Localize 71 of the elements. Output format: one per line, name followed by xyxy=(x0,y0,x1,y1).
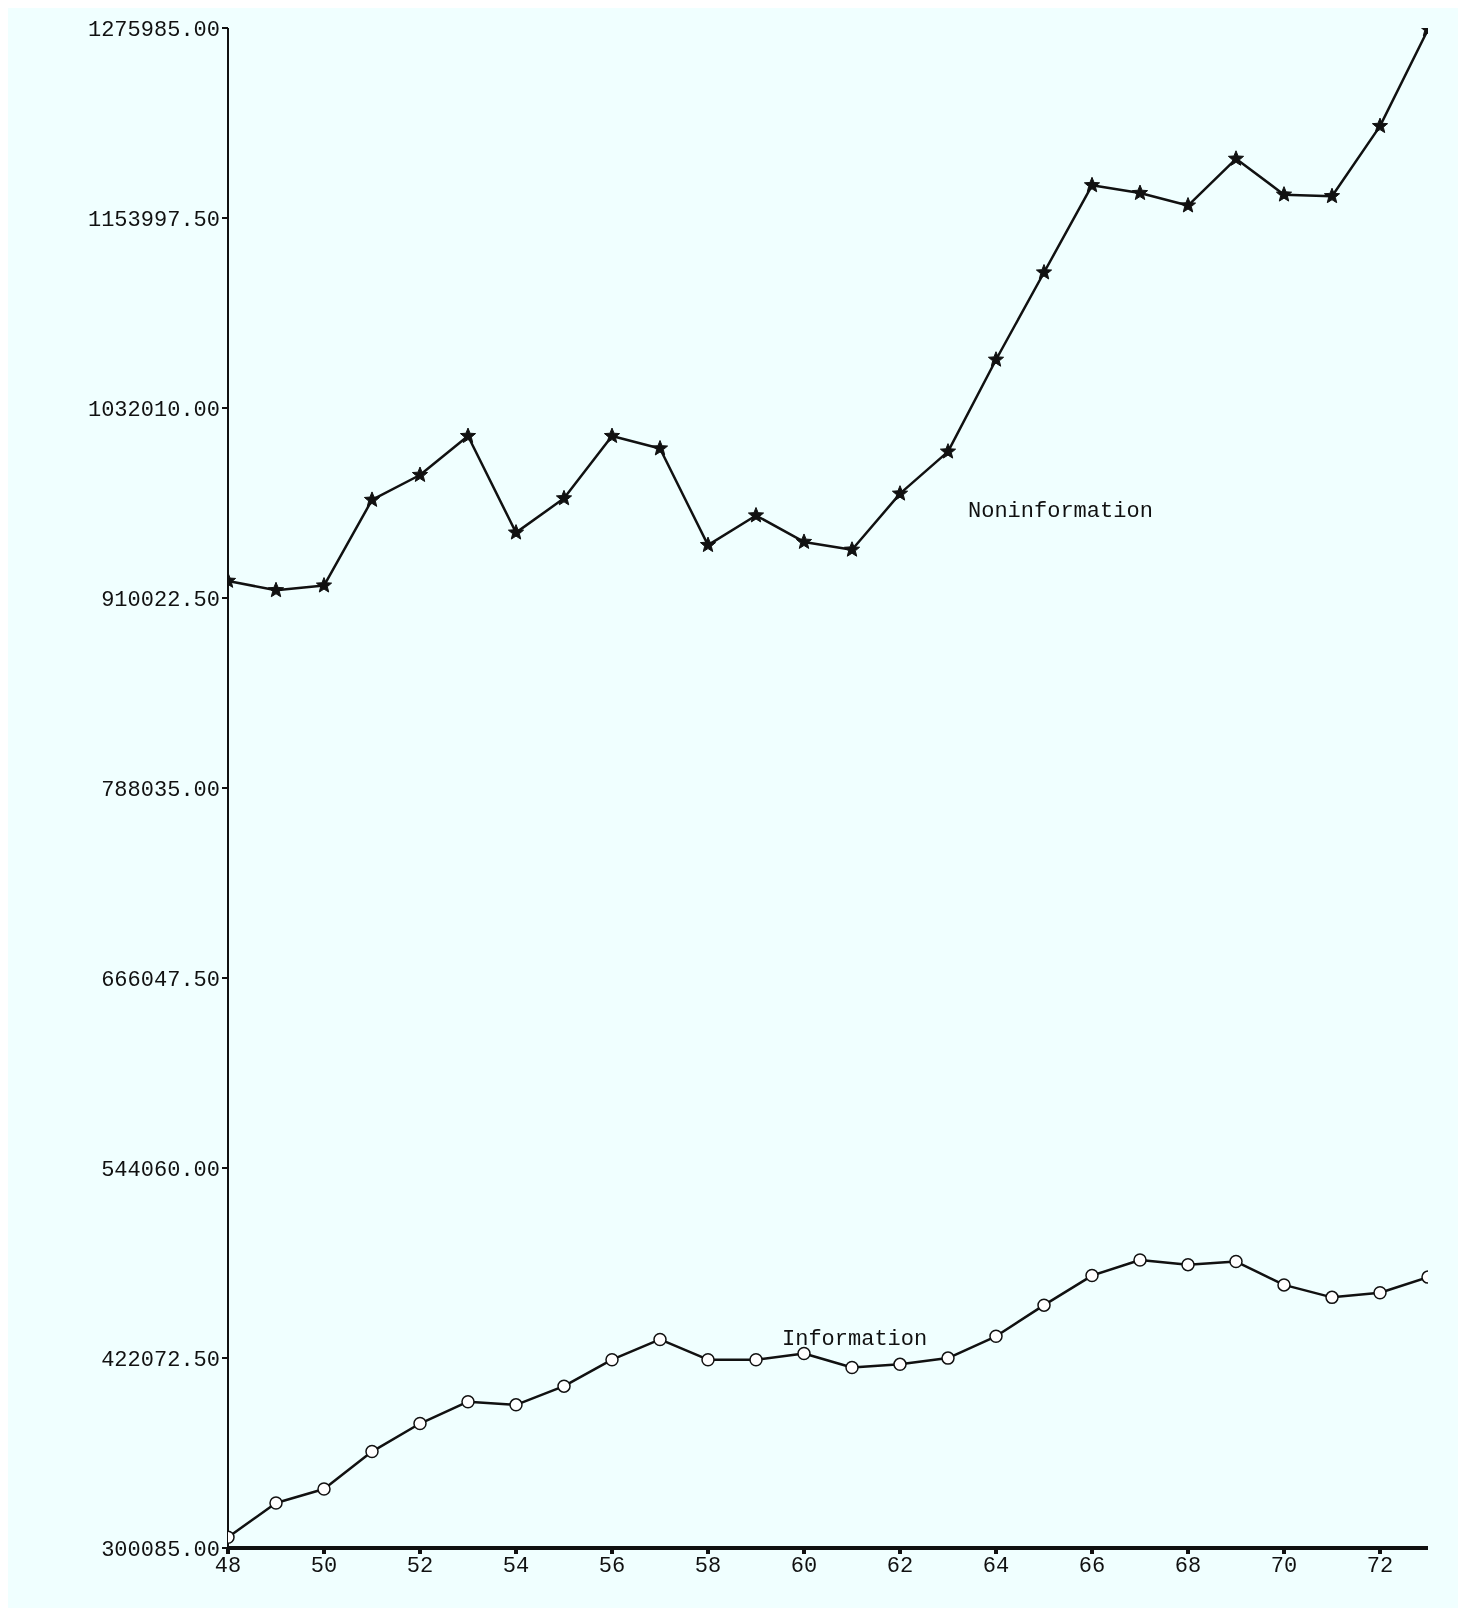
x-tick-label: 72 xyxy=(1366,1553,1394,1579)
y-tick-label: 300085.00 xyxy=(101,1537,220,1563)
point xyxy=(1275,186,1293,202)
point xyxy=(1131,184,1149,201)
x-tick-label: 54 xyxy=(502,1553,530,1579)
point xyxy=(797,1346,811,1361)
series-label: Information xyxy=(782,1327,928,1353)
point xyxy=(1085,1268,1099,1283)
point xyxy=(987,351,1005,367)
point xyxy=(1323,187,1341,204)
point xyxy=(989,1329,1003,1344)
point xyxy=(1181,1257,1195,1272)
point xyxy=(267,581,285,598)
point xyxy=(555,489,573,506)
point xyxy=(1373,1285,1387,1300)
x-tick-label: 50 xyxy=(310,1553,338,1579)
point xyxy=(509,1398,523,1412)
point xyxy=(507,524,525,540)
point xyxy=(1083,176,1101,193)
series-label: Noninformation xyxy=(968,498,1153,524)
point xyxy=(701,1352,715,1367)
point xyxy=(1325,1290,1339,1305)
x-tick-label: 64 xyxy=(982,1553,1010,1579)
point xyxy=(411,466,429,482)
point xyxy=(939,443,957,459)
x-tick-label: 52 xyxy=(406,1553,434,1579)
point xyxy=(941,1351,955,1365)
point xyxy=(699,536,717,553)
point xyxy=(1371,117,1389,134)
point xyxy=(317,1482,331,1496)
y-tick-label: 910022.50 xyxy=(101,587,220,613)
point xyxy=(893,1357,907,1372)
y-tick-label: 1153997.50 xyxy=(87,207,220,233)
point xyxy=(653,1332,667,1347)
y-tick-label: 1275985.00 xyxy=(87,17,220,43)
point xyxy=(843,541,861,557)
y-tick-label: 1032010.00 xyxy=(87,397,220,423)
point xyxy=(269,1496,283,1510)
x-tick-label: 68 xyxy=(1174,1553,1202,1579)
point xyxy=(1179,197,1197,213)
x-tick-label: 62 xyxy=(886,1553,914,1579)
point xyxy=(747,506,765,523)
point xyxy=(413,1416,427,1431)
y-tick-label: 544060.00 xyxy=(101,1157,220,1183)
point xyxy=(315,577,333,593)
point xyxy=(845,1360,859,1375)
point xyxy=(1035,264,1053,280)
point xyxy=(461,1394,475,1409)
point xyxy=(1277,1278,1291,1292)
x-tick-label: 66 xyxy=(1078,1553,1106,1579)
x-tick-label: 60 xyxy=(790,1553,818,1579)
point xyxy=(459,427,477,444)
point xyxy=(363,491,381,507)
x-tick-label: 58 xyxy=(694,1553,722,1579)
y-tick-label: 788035.00 xyxy=(101,777,220,803)
point xyxy=(1229,1254,1243,1269)
point xyxy=(605,1352,619,1367)
point xyxy=(891,485,909,501)
x-tick-label: 56 xyxy=(598,1553,626,1579)
y-tick-label: 422072.50 xyxy=(101,1347,220,1373)
point xyxy=(1227,150,1245,166)
point xyxy=(749,1352,763,1367)
point xyxy=(651,440,669,456)
point xyxy=(557,1379,571,1393)
x-tick-label: 70 xyxy=(1270,1553,1298,1579)
point xyxy=(1037,1298,1051,1312)
point xyxy=(795,533,813,549)
point xyxy=(365,1444,379,1459)
point xyxy=(1133,1253,1147,1267)
y-tick-label: 666047.50 xyxy=(101,967,220,993)
point xyxy=(603,427,621,444)
